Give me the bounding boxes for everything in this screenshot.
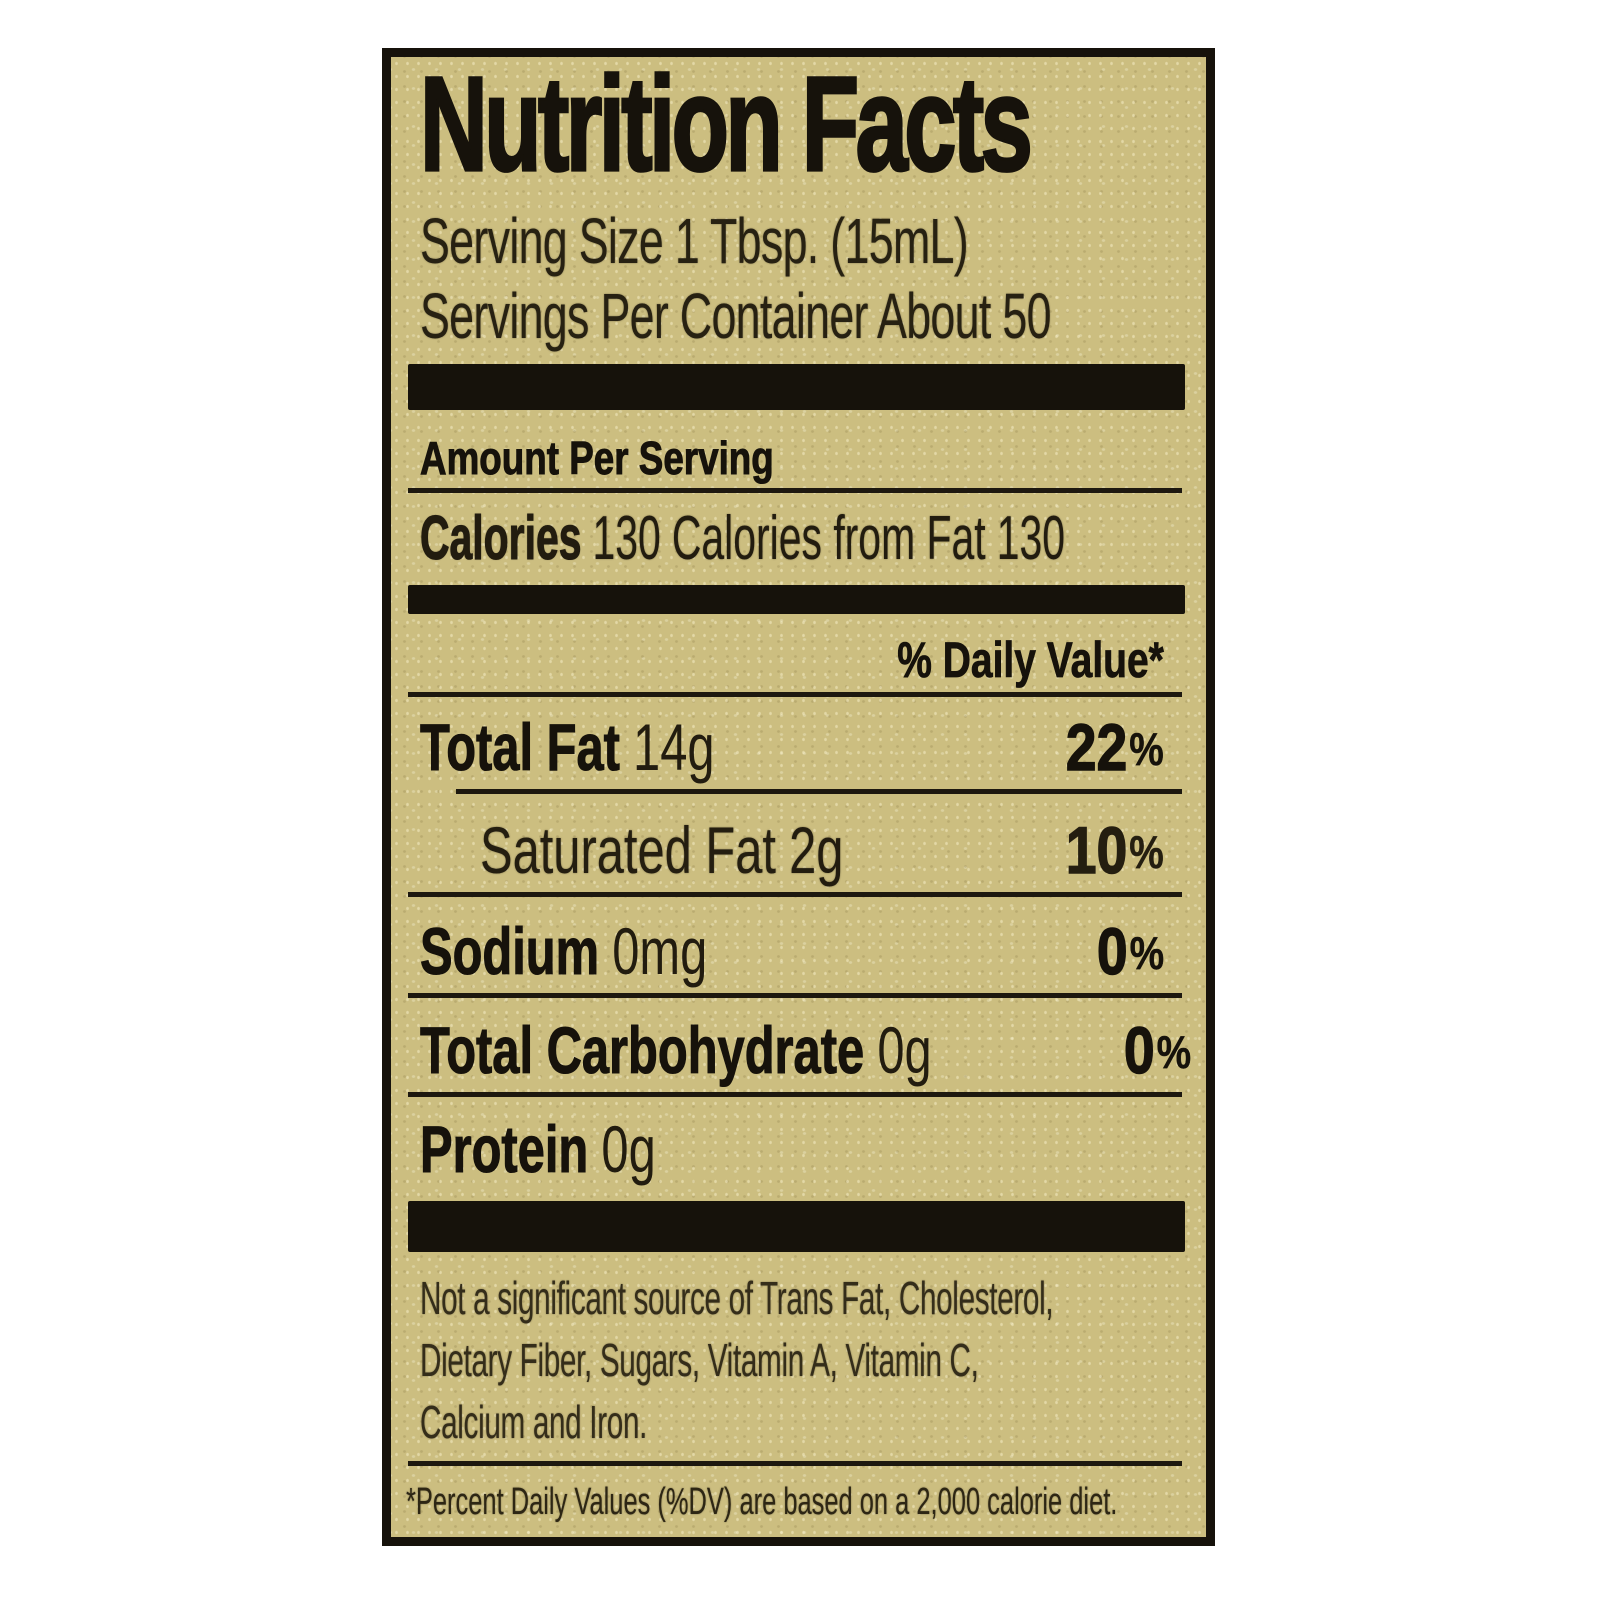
calories-row-text: Calories 130 Calories from Fat 130 <box>420 499 1065 579</box>
hairline-rule-total-fat <box>408 692 1182 697</box>
nutrient-amount: 0g <box>601 1112 656 1186</box>
daily-value-number: 0 <box>1124 1012 1156 1087</box>
hairline-rule-total-carbohydrate <box>408 993 1182 998</box>
insignificant-nutrients-note: Not a significant source of Trans Fat, C… <box>420 1267 1164 1453</box>
note-line-text: Not a significant source of Trans Fat, C… <box>420 1272 1054 1324</box>
daily-value-percent: 0% <box>1124 1012 1192 1088</box>
daily-value-percent: 10% <box>1065 812 1164 888</box>
daily-value-number: 10 <box>1065 812 1128 887</box>
hairline-rule-saturated-fat <box>456 789 1182 794</box>
nutrient-text: Protein 0g <box>420 1111 656 1187</box>
nutrient-name: Total Fat <box>420 709 621 784</box>
nutrient-row-saturated-fat: Saturated Fat 2g 10% <box>420 808 1164 892</box>
nutrient-amount: 2g <box>789 813 844 887</box>
hairline-rule-protein <box>408 1092 1182 1097</box>
calories-row: Calories 130 Calories from Fat 130 <box>420 499 1164 579</box>
calories-label: Calories <box>420 503 582 573</box>
nutrition-facts-label: Nutrition Facts Serving Size 1 Tbsp. (15… <box>382 48 1215 1546</box>
nutrient-row-total-carbohydrate: Total Carbohydrate 0g 0% <box>420 1008 1192 1092</box>
daily-value-header-line: % Daily Value* <box>420 628 1164 692</box>
nutrient-row-total-fat: Total Fat 14g 22% <box>420 705 1165 789</box>
percent-sign: % <box>1129 826 1164 879</box>
nutrient-amount: 0mg <box>612 914 708 988</box>
nutrient-name: Saturated Fat <box>480 813 776 887</box>
daily-value-header-text: % Daily Value* <box>897 632 1164 689</box>
nutrient-row-sodium: Sodium 0mg 0% <box>420 909 1165 993</box>
thick-separator-bar-top <box>408 364 1185 410</box>
nutrient-name: Total Carbohydrate <box>420 1012 865 1087</box>
percent-sign: % <box>1129 723 1164 776</box>
daily-value-number: 22 <box>1065 709 1128 784</box>
amount-per-serving-line: Amount Per Serving <box>420 428 1164 488</box>
nutrient-text: Sodium 0mg <box>420 913 708 989</box>
calories-value: 130 <box>592 504 661 573</box>
label-title-text: Nutrition Facts <box>419 50 1034 199</box>
nutrient-amount: 0g <box>877 1013 932 1087</box>
note-line: Calcium and Iron. <box>420 1391 1164 1453</box>
hairline-rule-footnote <box>408 1461 1182 1466</box>
label-title: Nutrition Facts <box>419 50 1164 199</box>
daily-value-number: 0 <box>1096 913 1128 988</box>
daily-value-percent: 0% <box>1096 913 1164 989</box>
note-line: Dietary Fiber, Sugars, Vitamin A, Vitami… <box>420 1329 1164 1391</box>
nutrient-amount: 14g <box>633 710 715 784</box>
amount-per-serving-text: Amount Per Serving <box>420 432 775 485</box>
percent-sign: % <box>1129 927 1164 980</box>
nutrient-name: Protein <box>420 1111 589 1186</box>
note-line-text: Dietary Fiber, Sugars, Vitamin A, Vitami… <box>420 1334 979 1386</box>
hairline-rule-sodium <box>408 892 1182 897</box>
nutrient-text: Total Carbohydrate 0g <box>420 1012 932 1088</box>
calories-from-fat-value: 130 <box>996 504 1065 573</box>
note-line-text: Calcium and Iron. <box>420 1396 648 1448</box>
thick-separator-bar-bottom <box>408 1201 1185 1252</box>
nutrient-row-protein: Protein 0g <box>420 1107 1164 1191</box>
calories-from-fat-label: Calories from Fat <box>671 504 986 573</box>
note-line: Not a significant source of Trans Fat, C… <box>420 1267 1164 1329</box>
serving-size-text: Serving Size 1 Tbsp. (15mL) <box>420 205 969 277</box>
servings-per-container-line: Servings Per Container About 50 <box>420 279 1164 354</box>
thick-separator-bar-calories <box>408 585 1185 614</box>
daily-value-footnote: *Percent Daily Values (%DV) are based on… <box>406 1477 1164 1527</box>
servings-per-container-text: Servings Per Container About 50 <box>420 280 1051 352</box>
serving-size-line: Serving Size 1 Tbsp. (15mL) <box>420 204 1164 279</box>
daily-value-percent: 22% <box>1065 709 1164 785</box>
nutrient-name: Sodium <box>420 913 600 988</box>
percent-sign: % <box>1157 1026 1192 1079</box>
hairline-rule-calories <box>408 488 1182 493</box>
nutrient-text: Saturated Fat 2g <box>480 812 843 888</box>
daily-value-footnote-text: *Percent Daily Values (%DV) are based on… <box>406 1481 1118 1523</box>
nutrient-text: Total Fat 14g <box>420 709 715 785</box>
